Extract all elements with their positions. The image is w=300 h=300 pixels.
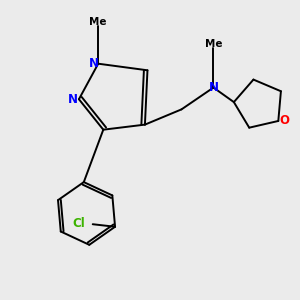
Text: N: N <box>68 93 78 106</box>
Text: O: O <box>279 114 290 127</box>
Text: Me: Me <box>89 16 107 27</box>
Text: N: N <box>209 81 219 94</box>
Text: N: N <box>89 57 99 70</box>
Text: Cl: Cl <box>72 217 85 230</box>
Text: Me: Me <box>205 39 222 50</box>
